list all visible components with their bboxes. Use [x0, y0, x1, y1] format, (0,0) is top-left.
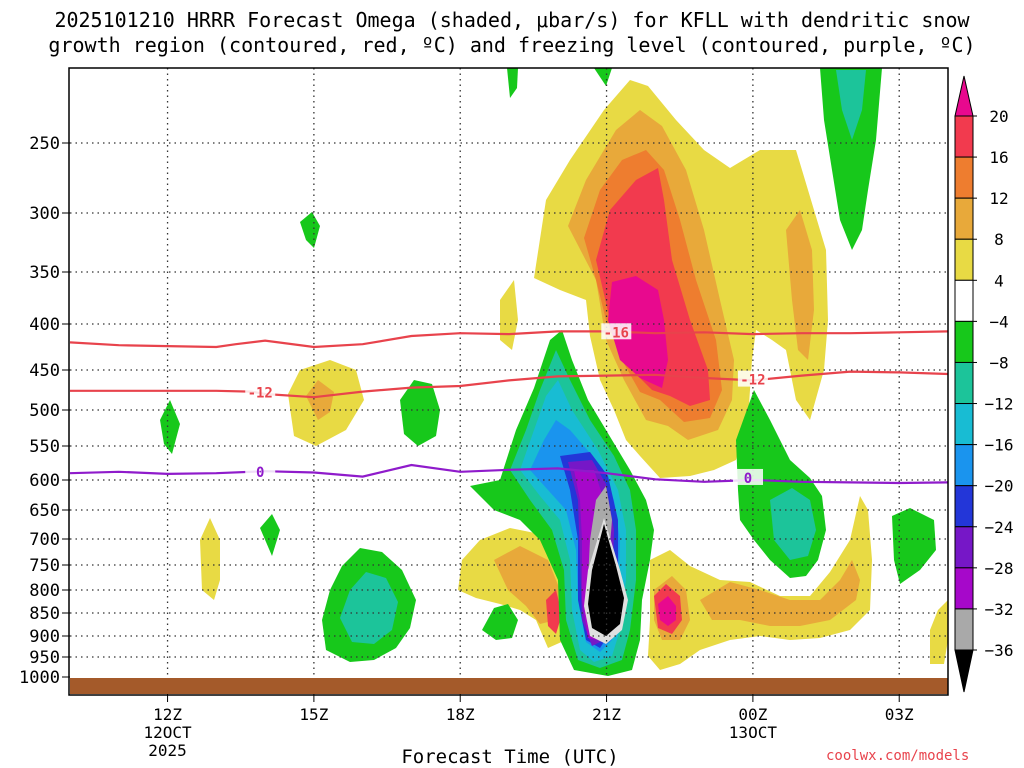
colorbar-label: 16 [989, 148, 1008, 167]
isotherm-line [70, 370, 949, 399]
contour-label: -12 [740, 373, 765, 389]
omega-region [594, 68, 612, 86]
contour-label: 0 [256, 465, 264, 481]
colorbar-swatch [954, 526, 974, 569]
contour-label-background [733, 468, 764, 485]
omega-region [546, 590, 562, 634]
x-tick-label: 18Z [446, 705, 475, 724]
colorbar-label: −12 [985, 395, 1014, 414]
y-tick-label: 550 [29, 437, 60, 457]
omega-region [700, 560, 860, 626]
colorbar-label: 4 [994, 271, 1004, 290]
colorbar-swatch [954, 115, 974, 158]
y-tick-label: 850 [29, 604, 60, 624]
colorbar-label: 20 [989, 107, 1008, 126]
contour-label: -12 [248, 385, 273, 401]
chart-title-line1: 2025101210 HRRR Forecast Omega (shaded, … [54, 8, 970, 32]
y-tick-label: 250 [29, 134, 60, 154]
colorbar-swatch [954, 444, 974, 487]
colorbar-label: −20 [985, 477, 1014, 496]
colorbar-swatch [954, 238, 974, 281]
y-axis-pressure: 250 300 350 400 450 500 550 600 650 700 750 800 850 9… [19, 134, 70, 688]
omega-shading [160, 68, 948, 676]
y-tick-label: 300 [29, 204, 60, 224]
colorbar-swatch [954, 361, 974, 405]
x-tick-date-label: 12OCT [143, 723, 192, 742]
colorbar-label: 12 [989, 189, 1008, 208]
colorbar-label: −4 [989, 312, 1008, 331]
omega-region [482, 604, 518, 640]
colorbar-bottom-arrow [954, 649, 974, 693]
contour-label-background [737, 370, 768, 387]
y-tick-label: 800 [29, 581, 60, 601]
colorbar-swatch [954, 403, 974, 446]
y-tick-label: 700 [29, 530, 60, 550]
y-tick-label: 500 [29, 401, 60, 421]
y-tick-label: 1000 [19, 668, 60, 688]
colorbar-label: −24 [985, 518, 1014, 537]
colorbar: 20 16 12 8 4 −4 −8 −12 −16 −20 −24 −28 −32 −36 [954, 75, 1014, 693]
omega-region [200, 518, 220, 600]
omega-region [260, 514, 280, 556]
omega-region [892, 508, 936, 584]
y-tick-label: 750 [29, 556, 60, 576]
contour-label-background [245, 383, 276, 400]
omega-region [836, 70, 866, 140]
plot-frame [68, 67, 949, 696]
x-tick-label: 21Z [592, 705, 621, 724]
omega-region [770, 488, 816, 560]
colorbar-label: 8 [994, 230, 1004, 249]
ground-surface [70, 678, 948, 694]
omega-region [160, 400, 180, 454]
omega-region [500, 280, 518, 350]
y-tick-label: 450 [29, 361, 60, 381]
credit-link[interactable]: coolwx.com/models [826, 748, 970, 764]
omega-region [930, 600, 948, 664]
colorbar-swatch [954, 567, 974, 610]
gridlines [70, 68, 948, 694]
colorbar-top-arrow [954, 75, 974, 117]
x-tick-label: 00Z [738, 705, 767, 724]
y-tick-label: 400 [29, 315, 60, 335]
contour-label: 0 [744, 471, 752, 487]
colorbar-swatch [954, 320, 974, 363]
contour-label-background [601, 323, 632, 340]
colorbar-swatch [954, 279, 974, 322]
omega-region [648, 496, 872, 670]
colorbar-swatch [954, 608, 974, 651]
omega-region [658, 596, 676, 626]
y-tick-label: 900 [29, 627, 60, 647]
y-tick-label: 650 [29, 501, 60, 521]
x-tick-label: 15Z [299, 705, 328, 724]
colorbar-label: −28 [985, 559, 1014, 578]
contour-label-background [245, 462, 276, 479]
y-tick-label: 350 [29, 263, 60, 283]
isotherm-line [69, 463, 949, 485]
isotherm-contours: -16 -12 -12 0 0 [69, 323, 949, 487]
x-tick-label: 12Z [153, 705, 182, 724]
x-tick-label: 03Z [885, 705, 914, 724]
y-tick-label: 600 [29, 471, 60, 491]
omega-region [400, 380, 440, 446]
colorbar-swatch [954, 156, 974, 199]
colorbar-label: −32 [985, 600, 1014, 619]
colorbar-swatch [954, 197, 974, 240]
omega-region [300, 212, 320, 248]
y-tick-label: 950 [29, 648, 60, 668]
colorbar-label: −16 [985, 436, 1014, 455]
contour-label: -16 [604, 325, 629, 341]
isotherm-line [69, 330, 949, 349]
x-tick-year-label: 2025 [148, 741, 187, 760]
omega-region [820, 68, 882, 250]
x-axis-title: Forecast Time (UTC) [401, 746, 619, 768]
x-tick-date-label: 13OCT [729, 723, 778, 742]
colorbar-label: −8 [989, 353, 1008, 372]
colorbar-swatch [954, 485, 974, 528]
chart-title-line2: growth region (contoured, red, ºC) and f… [48, 33, 976, 57]
omega-region [507, 68, 518, 98]
colorbar-label: −36 [985, 641, 1014, 660]
omega-region [786, 210, 814, 360]
